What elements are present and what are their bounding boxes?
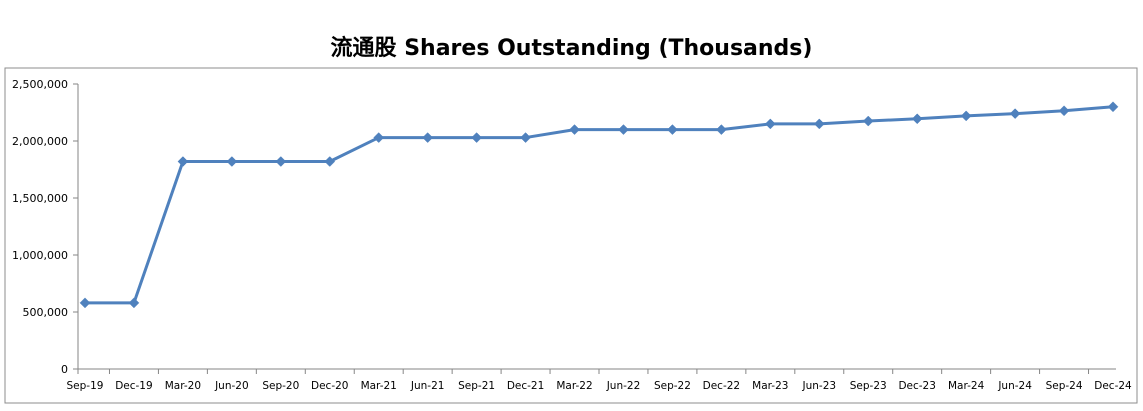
- plot-area-border: [4, 67, 1138, 404]
- x-tick-label: Dec-21: [507, 380, 544, 392]
- x-tick-label: Dec-23: [898, 380, 935, 392]
- x-tick-label: Sep-21: [458, 380, 495, 392]
- data-point-marker: [813, 118, 825, 130]
- data-point-marker: [764, 118, 776, 130]
- data-point-marker: [862, 115, 874, 127]
- data-point-marker: [128, 297, 140, 309]
- x-tick-label: Jun-21: [410, 380, 445, 392]
- data-point-marker: [960, 110, 972, 122]
- y-tick-label: 2,000,000: [12, 135, 68, 148]
- x-tick-label: Jun-22: [606, 380, 641, 392]
- x-tick-label: Sep-23: [850, 380, 887, 392]
- x-tick-label: Sep-24: [1046, 380, 1083, 392]
- x-tick-label: Mar-23: [752, 380, 788, 392]
- data-point-marker: [177, 156, 189, 167]
- x-tick-label: Mar-20: [165, 380, 201, 392]
- series-group: [79, 101, 1119, 309]
- data-point-marker: [226, 156, 238, 167]
- x-tick-label: Jun-24: [997, 380, 1032, 392]
- data-point-marker: [324, 156, 336, 167]
- y-tick-label: 2,500,000: [12, 78, 68, 91]
- x-tick-label: Mar-21: [361, 380, 397, 392]
- x-axis-ticks: Sep-19 Dec-19 Mar-20 Jun-20 Sep-20 Dec-20 Mar-…: [67, 369, 1132, 392]
- x-tick-label: Sep-22: [654, 380, 691, 392]
- y-tick-label: 1,000,000: [12, 249, 68, 262]
- data-point-marker: [716, 124, 727, 135]
- x-tick-label: Dec-19: [115, 380, 152, 392]
- data-point-marker: [520, 132, 531, 143]
- chart-title: 流通股 Shares Outstanding (Thousands): [330, 36, 813, 61]
- x-tick-label: Mar-22: [556, 380, 592, 392]
- data-point-marker: [667, 124, 678, 135]
- x-tick-label: Dec-20: [311, 380, 348, 392]
- x-tick-label: Dec-22: [703, 380, 740, 392]
- data-point-marker: [1107, 101, 1119, 113]
- data-point-marker: [373, 132, 385, 143]
- y-tick-label: 500,000: [23, 306, 69, 319]
- data-point-marker: [79, 297, 91, 309]
- data-point-marker: [1058, 105, 1070, 117]
- x-tick-label: Sep-20: [262, 380, 299, 392]
- y-tick-label: 0: [61, 363, 68, 376]
- data-point-marker: [471, 132, 482, 143]
- x-tick-label: Jun-20: [214, 380, 249, 392]
- x-tick-label: Mar-24: [948, 380, 985, 392]
- data-point-marker: [618, 124, 629, 135]
- y-tick-label: 1,500,000: [12, 192, 68, 205]
- x-tick-label: Dec-24: [1094, 380, 1132, 392]
- series-line: [85, 105, 1114, 305]
- y-axis-ticks: 0 500,000 1,000,000 1,500,000 2,000,000 2,500…: [12, 78, 78, 376]
- x-tick-label: Sep-19: [67, 380, 104, 392]
- data-point-marker: [275, 156, 287, 167]
- x-tick-label: Jun-23: [802, 380, 837, 392]
- data-point-marker: [569, 124, 580, 135]
- data-point-marker: [1009, 108, 1021, 119]
- axes: [77, 84, 1116, 370]
- data-point-marker: [422, 132, 434, 143]
- data-point-marker: [911, 113, 923, 125]
